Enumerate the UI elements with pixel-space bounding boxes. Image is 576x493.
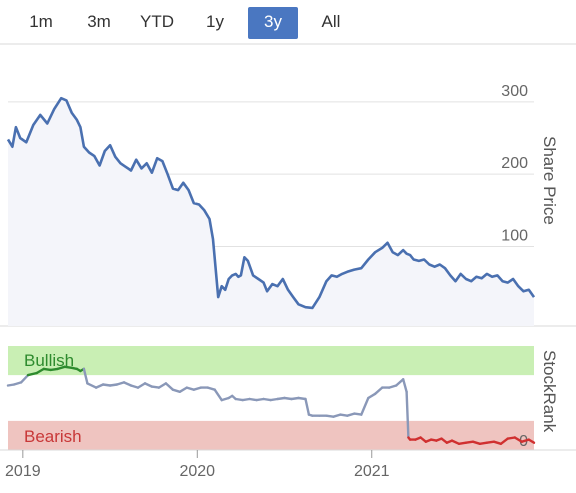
stockrank-line-segment (492, 440, 503, 445)
x-axis: 2019 2020 2021 (5, 450, 390, 480)
stockrank-line-segment (332, 413, 342, 418)
stockrank-line-segment (374, 386, 384, 395)
price-axis-title: Share Price (540, 136, 559, 225)
stockrank-line-segment (143, 382, 154, 388)
stockrank-line-segment (471, 440, 482, 445)
stockrank-line-segment (35, 367, 45, 375)
x-tick-label: 2019 (5, 463, 41, 480)
stockrank-line-segment (513, 436, 523, 443)
range-button-1y[interactable]: 1y (206, 12, 224, 31)
bullish-band (8, 346, 534, 376)
x-tick-label: 2020 (179, 463, 215, 480)
stockrank-line-segment (213, 388, 223, 402)
price-area-fill (8, 98, 534, 326)
bearish-band (8, 420, 534, 450)
range-button-all[interactable]: All (321, 12, 341, 31)
stockrank-line-segment (129, 384, 140, 389)
x-tick-label: 2021 (354, 463, 390, 480)
stockrank-line-segment (360, 396, 370, 416)
range-button-1m[interactable]: 1m (29, 12, 53, 31)
stockrank-line-segment (157, 382, 168, 389)
range-button-3m[interactable]: 3m (87, 12, 111, 31)
stockrank-line-segment (450, 439, 461, 445)
stockrank-line-segment (26, 371, 38, 377)
stockrank-line-segment (178, 386, 189, 393)
stockrank-line-segment (86, 382, 98, 389)
stockrank-line-segment (122, 381, 133, 387)
stockrank-axis-title: StockRank (540, 350, 559, 433)
price-tick-label: 300 (501, 83, 528, 100)
stockrank-panel: BullishBearish0StockRank (0, 346, 576, 451)
stockrank-line-segment (527, 438, 536, 444)
price-tick-label: 200 (501, 155, 528, 172)
stockrank-line-segment (94, 383, 105, 389)
stockrank-line-segment (164, 382, 175, 391)
stockrank-line-segment (499, 437, 509, 445)
stockrank-line-segment (12, 381, 23, 386)
stockrank-line-segment (192, 386, 203, 391)
stockrank-line-segment (402, 378, 408, 393)
stockrank-line-segment (82, 367, 89, 385)
bearish-label: Bearish (24, 427, 82, 446)
stockrank-line-segment (346, 412, 356, 417)
stockrank-line-segment (171, 388, 182, 393)
stockrank-line-segment (520, 438, 530, 443)
stockrank-line-segment (405, 390, 410, 439)
range-button-3y[interactable]: 3y (248, 7, 298, 39)
range-button-ytd[interactable]: YTD (140, 12, 174, 31)
stockrank-line-segment (185, 386, 196, 391)
stockrank-line-segment (19, 373, 30, 384)
stockrank-line-segment (367, 392, 377, 400)
price-tick-label: 100 (501, 227, 528, 244)
stockrank-line-segment (206, 386, 216, 391)
stockrank-line-segment (395, 378, 405, 387)
stockrank-line-segment (56, 365, 66, 371)
range-selector: 1m 3m YTD 1y 3y All (0, 0, 576, 44)
price-line (6, 96, 536, 310)
price-panel: 0100200300Share Price (0, 43, 576, 327)
stockrank-line-segment (388, 384, 398, 389)
stockrank-line-segment (304, 397, 311, 416)
stockrank-line-segment (136, 382, 147, 389)
stockrank-line-segment (220, 396, 230, 402)
stockrank-line-segment (115, 381, 126, 386)
bullish-label: Bullish (24, 351, 74, 370)
